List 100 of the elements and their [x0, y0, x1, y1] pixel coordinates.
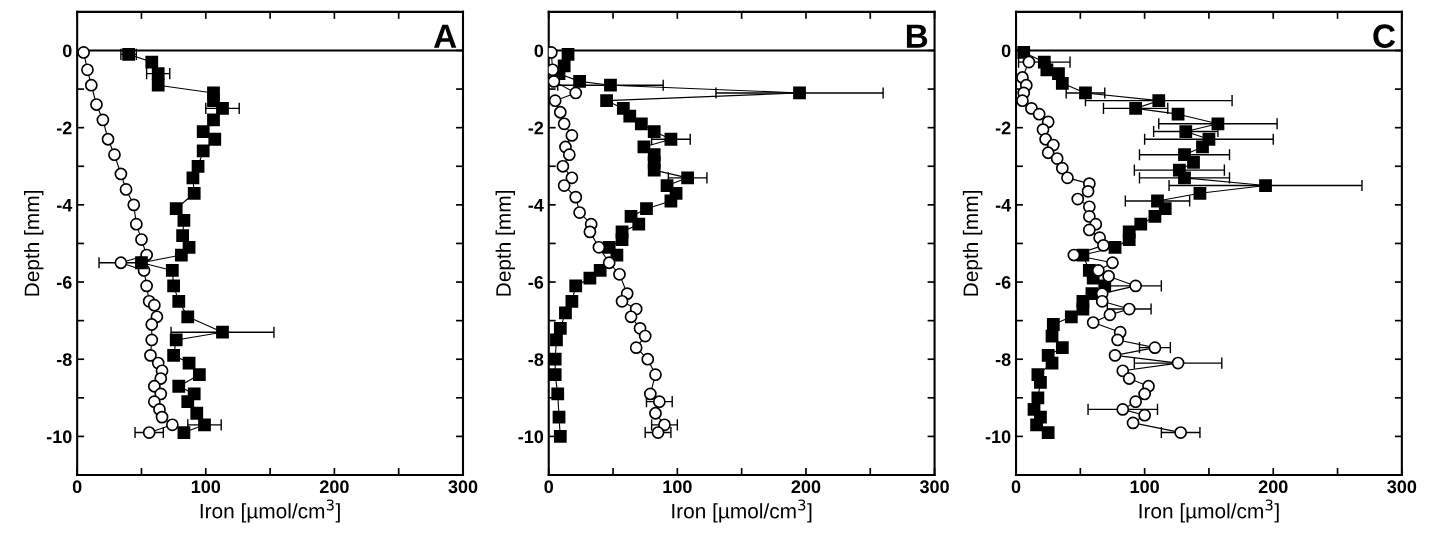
point — [1187, 156, 1200, 169]
point — [562, 148, 576, 162]
point — [1082, 210, 1096, 223]
point — [583, 225, 597, 239]
point — [643, 387, 657, 401]
annotation: C — [1373, 24, 1396, 48]
y-tick-label: -10 — [985, 430, 1011, 444]
point — [1108, 348, 1122, 362]
point — [1022, 55, 1036, 69]
point — [1050, 152, 1064, 165]
y-tick-label: -6 — [528, 275, 544, 289]
point — [1129, 395, 1143, 409]
point — [1122, 233, 1136, 246]
point — [167, 279, 181, 293]
point — [600, 94, 614, 108]
point — [1091, 264, 1105, 277]
point — [176, 229, 190, 243]
point — [1103, 308, 1117, 322]
point — [1041, 146, 1055, 160]
point — [632, 217, 646, 231]
point — [169, 202, 183, 216]
point — [145, 333, 159, 347]
point — [198, 418, 211, 432]
point — [1171, 356, 1185, 370]
point — [129, 217, 143, 231]
x-tick-label: 0 — [544, 480, 554, 494]
point — [548, 74, 561, 88]
point — [553, 430, 567, 443]
point — [145, 55, 159, 69]
point — [1174, 426, 1188, 439]
point — [1034, 375, 1047, 389]
point — [681, 171, 695, 185]
x-tick-label: 200 — [791, 480, 821, 494]
point — [602, 256, 616, 270]
point — [1030, 418, 1043, 432]
x-tick-label: 0 — [1011, 480, 1021, 494]
point — [1095, 294, 1109, 308]
point — [629, 341, 643, 355]
point — [177, 213, 191, 227]
point — [1016, 94, 1029, 108]
point — [172, 379, 186, 393]
point — [615, 294, 629, 308]
point — [649, 406, 662, 420]
y-tick-label: -10 — [518, 430, 544, 444]
point — [593, 264, 607, 277]
point — [135, 256, 148, 270]
point — [634, 117, 648, 131]
point — [1122, 302, 1136, 316]
point — [1061, 171, 1074, 185]
point — [647, 125, 661, 138]
annotation: A — [433, 24, 457, 48]
point — [1082, 223, 1096, 237]
point — [1081, 184, 1095, 198]
point — [101, 132, 115, 146]
x-tick-label: 0 — [72, 480, 82, 494]
point — [151, 67, 165, 81]
point — [565, 129, 579, 142]
point — [81, 63, 94, 77]
point — [1031, 391, 1045, 405]
point — [127, 198, 141, 212]
point — [108, 148, 121, 162]
point — [1032, 107, 1046, 121]
x-tick-label: 300 — [448, 480, 478, 494]
y-tick-label: -4 — [995, 198, 1012, 212]
point — [165, 418, 179, 432]
point — [1040, 63, 1054, 77]
point — [557, 179, 571, 192]
point — [641, 352, 655, 366]
point — [155, 410, 169, 424]
y-axis-title: Depth [mm] — [495, 191, 515, 296]
point — [90, 98, 103, 111]
x-tick-label: 200 — [1258, 480, 1288, 494]
point — [624, 310, 638, 324]
point — [623, 109, 637, 123]
point — [569, 279, 583, 293]
point — [114, 167, 128, 181]
point — [1129, 279, 1143, 293]
y-axis-title: Depth [mm] — [962, 191, 983, 296]
point — [196, 125, 210, 138]
point — [1071, 192, 1085, 206]
y-tick-label: -6 — [995, 275, 1011, 289]
point — [548, 352, 562, 366]
point — [145, 318, 159, 331]
point — [1102, 269, 1116, 283]
point — [613, 267, 626, 281]
point — [1148, 210, 1162, 223]
point — [144, 348, 157, 362]
x-tick-label: 100 — [1130, 480, 1159, 494]
point — [190, 406, 204, 420]
point — [96, 113, 110, 127]
point — [1017, 46, 1031, 59]
x-axis-title: Iron [µmol/cm$^{3}$] — [672, 499, 812, 523]
point — [174, 248, 188, 262]
y-tick-label: -2 — [56, 121, 72, 135]
y-tick-label: 0 — [534, 44, 544, 58]
point — [565, 294, 579, 308]
y-tick-label: -10 — [46, 430, 72, 444]
point — [154, 372, 168, 385]
x-axis-title: Iron [µmol/cm$^{3}$] — [200, 499, 340, 523]
y-tick-label: -8 — [56, 353, 72, 366]
